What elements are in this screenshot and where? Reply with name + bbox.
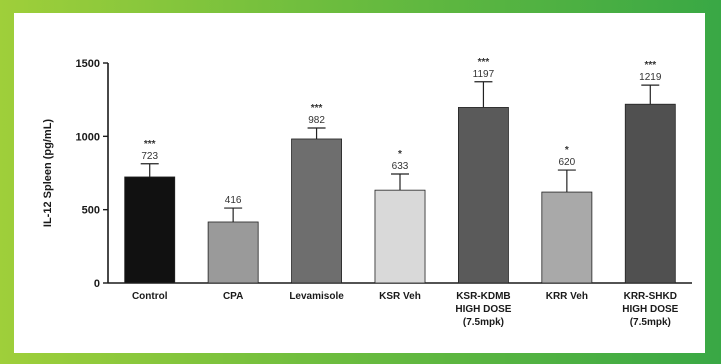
bar [624,103,676,284]
y-tick-label: 500 [82,205,100,217]
bar [541,191,593,284]
data-label: 723 [141,151,158,162]
data-label: 416 [225,195,242,206]
significance-marker: * [565,145,569,156]
significance-marker: *** [644,60,656,71]
bar [291,138,342,284]
significance-marker: * [398,149,402,160]
y-tick-label: 1000 [76,131,100,143]
y-tick-label: 0 [94,278,100,290]
chart-panel: 0 500 1000 1500 IL-12 Spleen (pg/mL) 723 *** C… [14,13,705,353]
data-label: 1197 [473,69,495,80]
x-tick-label: KRR-SHKD HIGH DOSE (7.5mpk) [622,291,678,328]
bar [124,176,176,284]
data-label: 633 [392,161,409,172]
chart-bars [124,81,676,284]
bar [207,221,259,284]
data-label: 982 [308,115,325,126]
bar [374,189,426,284]
bar [457,107,509,284]
chart-axes: 0 500 1000 1500 IL-12 Spleen (pg/mL) [42,58,692,290]
x-tick-label: CPA [223,291,243,302]
x-tick-label: Control [132,291,168,302]
significance-marker: *** [311,103,323,114]
data-label: 1219 [639,72,662,83]
chart-labels: 723***Control416CPA982***Levamisole633*K… [132,57,679,328]
y-tick-label: 1500 [76,58,100,70]
data-label: 620 [559,157,576,168]
significance-marker: *** [144,139,156,150]
x-tick-label: KSR Veh [379,291,421,302]
x-tick-label: Levamisole [289,291,344,302]
y-axis-title: IL-12 Spleen (pg/mL) [42,119,54,228]
x-tick-label: KSR-KDMB HIGH DOSE (7.5mpk) [455,291,511,328]
x-tick-label: KRR Veh [546,291,588,302]
significance-marker: *** [478,57,490,68]
